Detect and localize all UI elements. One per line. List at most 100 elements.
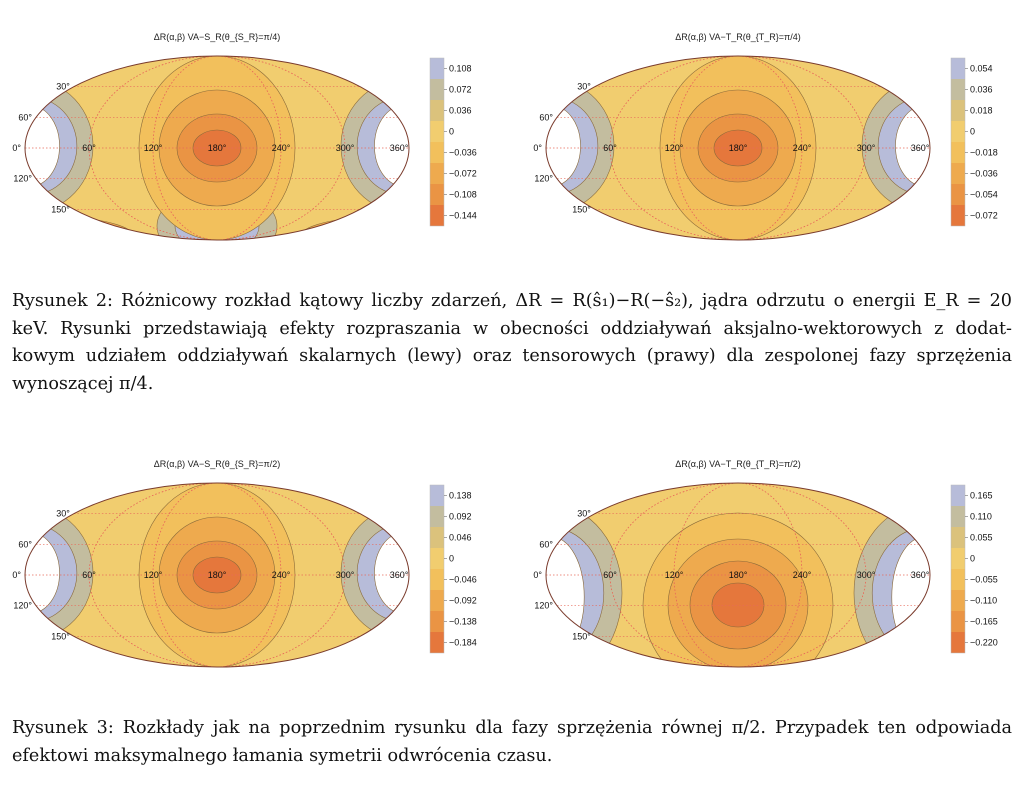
longitude-label: 60° bbox=[603, 570, 617, 580]
colorbar-segment bbox=[951, 100, 965, 121]
longitude-label: 240° bbox=[272, 143, 291, 153]
colorbar-segment bbox=[951, 121, 965, 142]
latitude-label: 30° bbox=[56, 82, 70, 92]
colorbar-segment bbox=[430, 79, 444, 100]
colorbar-tick-label: 0.046 bbox=[449, 533, 472, 543]
colorbar-segment bbox=[430, 100, 444, 121]
colorbar-segment bbox=[951, 485, 965, 506]
colorbar-segment bbox=[951, 184, 965, 205]
latitude-label: 60° bbox=[539, 112, 553, 122]
colorbar-segment bbox=[951, 569, 965, 590]
longitude-label: 300° bbox=[336, 570, 355, 580]
contour-map-svg: ΔR(α,β) VA−T_R(θ_{T_R}=π/4) 60° 120° 180° 24… bbox=[533, 32, 998, 241]
colorbar-segment bbox=[430, 163, 444, 184]
colorbar-tick-label: −0.165 bbox=[970, 617, 998, 627]
longitude-label: 60° bbox=[82, 570, 96, 580]
colorbar-tick-label: −0.184 bbox=[449, 638, 477, 648]
longitude-label: 180° bbox=[729, 570, 748, 580]
latitude-label: 90° bbox=[12, 570, 21, 580]
colorbar-tick-label: 0.055 bbox=[970, 533, 993, 543]
colorbar-tick-label: −0.092 bbox=[449, 596, 477, 606]
colorbar-segment bbox=[951, 527, 965, 548]
plot-title: ΔR(α,β) VA−T_R(θ_{T_R}=π/4) bbox=[675, 32, 800, 42]
colorbar-frame bbox=[950, 57, 966, 227]
colorbar-tick-label: −0.036 bbox=[449, 148, 477, 158]
colorbar-segment bbox=[430, 485, 444, 506]
colorbar-tick-label: 0 bbox=[449, 127, 454, 137]
latitude-label: 150° bbox=[572, 204, 591, 214]
contour-map-svg: ΔR(α,β) VA−S_R(θ_{S_R}=π/4) 60° 120° 180° 24… bbox=[12, 32, 477, 241]
latitude-label: 60° bbox=[18, 539, 32, 549]
latitude-label: 30° bbox=[577, 509, 591, 519]
colorbar-tick-label: 0.092 bbox=[449, 512, 472, 522]
longitude-label: 120° bbox=[144, 143, 163, 153]
caption-line: kowym udziałem oddziaływań skalarnych (l… bbox=[12, 346, 1012, 366]
colorbar-tick-label: −0.055 bbox=[970, 575, 998, 585]
plot-title: ΔR(α,β) VA−T_R(θ_{T_R}=π/2) bbox=[675, 459, 800, 469]
colorbar-tick-label: −0.110 bbox=[970, 596, 997, 606]
latitude-label: 120° bbox=[534, 174, 553, 184]
colorbar-segment bbox=[430, 632, 444, 653]
colorbar-tick-label: 0.036 bbox=[970, 85, 993, 95]
map-outline bbox=[545, 55, 931, 241]
colorbar-frame bbox=[429, 57, 445, 227]
latitude-label: 90° bbox=[533, 570, 542, 580]
colorbar-tick-label: 0.054 bbox=[970, 64, 993, 74]
colorbar-segment bbox=[430, 121, 444, 142]
longitude-label: 240° bbox=[793, 143, 812, 153]
latitude-label: 60° bbox=[18, 112, 32, 122]
latitude-label: 120° bbox=[13, 174, 32, 184]
caption-line: keV. Rysunki przedstawiają efekty rozpra… bbox=[12, 318, 1012, 339]
colorbar-tick-label: 0.165 bbox=[970, 491, 993, 501]
map-outline bbox=[24, 482, 410, 668]
colorbar-segment bbox=[951, 611, 965, 632]
plot-va-s-pi4: ΔR(α,β) VA−S_R(θ_{S_R}=π/4) 60° 120° 180° 24… bbox=[12, 30, 482, 255]
latitude-label: 90° bbox=[12, 143, 21, 153]
colorbar-segment bbox=[430, 590, 444, 611]
plot-va-t-pi4: ΔR(α,β) VA−T_R(θ_{T_R}=π/4) 60° 120° 180° 24… bbox=[533, 30, 1003, 255]
contour-map-svg: ΔR(α,β) VA−T_R(θ_{T_R}=π/2) 60° 120° 180° 24… bbox=[533, 459, 998, 668]
colorbar-tick-label: 0.108 bbox=[449, 64, 472, 74]
longitude-label: 360° bbox=[911, 143, 930, 153]
latitude-label: 90° bbox=[533, 143, 542, 153]
colorbar-tick-label: −0.108 bbox=[449, 190, 477, 200]
longitude-label: 60° bbox=[82, 143, 96, 153]
colorbar-tick-label: −0.220 bbox=[970, 638, 998, 648]
colorbar-tick-label: −0.144 bbox=[449, 211, 477, 221]
colorbar-tick-label: −0.036 bbox=[970, 169, 998, 179]
latitude-label: 30° bbox=[56, 509, 70, 519]
colorbar-segment bbox=[951, 632, 965, 653]
colorbar-segment bbox=[951, 142, 965, 163]
colorbar-segment bbox=[430, 569, 444, 590]
caption-line: efektowi maksymalnego łamania symetrii o… bbox=[12, 745, 553, 766]
map-outline bbox=[24, 55, 410, 241]
colorbar-segment bbox=[951, 590, 965, 611]
contour-band bbox=[711, 582, 765, 628]
colorbar-segment bbox=[430, 184, 444, 205]
longitude-label: 120° bbox=[665, 570, 684, 580]
colorbar-tick-label: 0.072 bbox=[449, 85, 472, 95]
colorbar-segment bbox=[951, 58, 965, 79]
longitude-label: 60° bbox=[603, 143, 617, 153]
plot-va-t-pi2: ΔR(α,β) VA−T_R(θ_{T_R}=π/2) 60° 120° 180° 24… bbox=[533, 457, 1003, 682]
colorbar-tick-label: 0.036 bbox=[449, 106, 472, 116]
longitude-label: 240° bbox=[793, 570, 812, 580]
colorbar-tick-label: −0.054 bbox=[970, 190, 998, 200]
colorbar-segment bbox=[430, 506, 444, 527]
contour-band bbox=[324, 226, 409, 240]
latitude-label: 150° bbox=[51, 631, 70, 641]
colorbar-segment bbox=[430, 527, 444, 548]
colorbar-segment bbox=[951, 506, 965, 527]
caption-line: Rysunek 3: Rozkłady jak na poprzednim ry… bbox=[12, 718, 1012, 738]
longitude-label: 300° bbox=[857, 143, 876, 153]
longitude-label: 300° bbox=[336, 143, 355, 153]
colorbar-frame bbox=[429, 484, 445, 654]
colorbar-tick-label: −0.018 bbox=[970, 148, 998, 158]
figure-2-caption: Rysunek 2: Różnicowy rozkład kątowy licz… bbox=[12, 288, 1012, 398]
colorbar-segment bbox=[430, 205, 444, 226]
longitude-label: 360° bbox=[390, 143, 409, 153]
plot-title: ΔR(α,β) VA−S_R(θ_{S_R}=π/4) bbox=[154, 32, 280, 42]
colorbar-tick-label: −0.072 bbox=[449, 169, 477, 179]
colorbar-tick-label: 0.138 bbox=[449, 491, 472, 501]
contour-map-svg: ΔR(α,β) VA−S_R(θ_{S_R}=π/2) 60° 120° 180° 24… bbox=[12, 459, 477, 668]
